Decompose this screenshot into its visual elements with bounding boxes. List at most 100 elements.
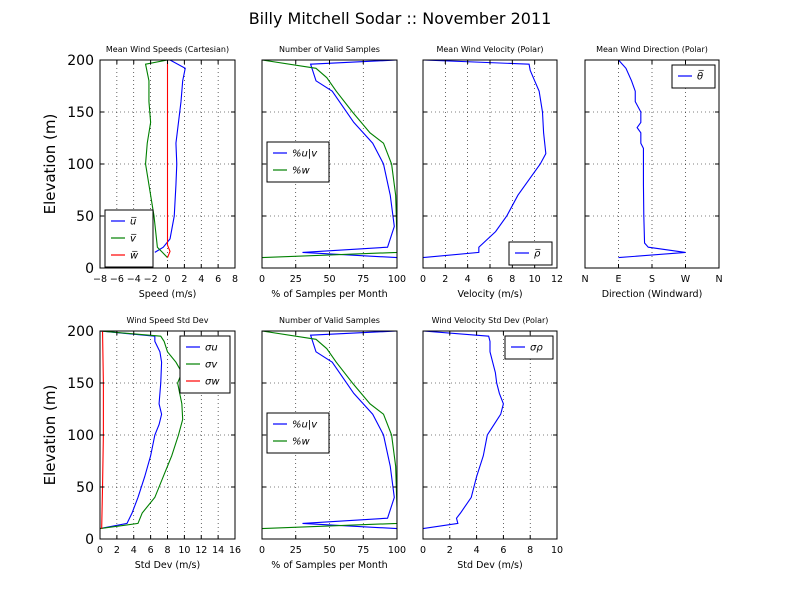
series-line-1 — [100, 331, 163, 530]
series-group — [262, 60, 397, 259]
x-tick-label: 4 — [474, 545, 480, 556]
x-tick-label: 4 — [131, 545, 137, 556]
x-tick-label: 0 — [97, 545, 103, 556]
y-tick-label: 50 — [76, 209, 94, 225]
x-tick-label: 0 — [259, 274, 265, 285]
series-line-2 — [100, 331, 184, 530]
y-tick-label: 200 — [67, 324, 94, 340]
x-tick-label: −6 — [110, 274, 124, 285]
x-axis-label: Velocity (m/s) — [457, 289, 522, 300]
x-tick-label: 25 — [290, 545, 302, 556]
x-tick-label: 8 — [509, 274, 515, 285]
legend-label: ρ̅ — [534, 249, 541, 260]
x-tick-label: N — [581, 274, 588, 285]
legend-box — [266, 141, 330, 183]
series-line-1 — [302, 331, 397, 530]
x-tick-label: −2 — [144, 274, 158, 285]
x-tick-label: 50 — [323, 545, 335, 556]
x-tick-label: 100 — [388, 545, 406, 556]
series-group — [423, 60, 547, 259]
legend-box — [504, 335, 554, 360]
legend-label: %w — [292, 437, 311, 448]
series-line-3 — [166, 60, 171, 258]
x-tick-label: 8 — [164, 545, 170, 556]
y-tick-label: 0 — [85, 532, 94, 548]
x-tick-label: N — [715, 274, 722, 285]
series-line-2 — [262, 331, 397, 530]
chart-title: Number of Valid Samples — [279, 45, 380, 54]
legend: u̅ v̅ w̅ — [104, 209, 154, 268]
x-tick-label: 12 — [551, 274, 563, 285]
series-line-1 — [154, 60, 186, 253]
x-tick-label: 6 — [148, 545, 154, 556]
x-tick-label: 12 — [195, 545, 207, 556]
legend-box — [671, 64, 716, 89]
x-tick-label: 8 — [232, 274, 238, 285]
y-tick-label: 100 — [67, 157, 94, 173]
legend-label: v̅ — [130, 234, 137, 245]
legend-label: σρ — [530, 343, 543, 354]
legend-label: σv — [205, 360, 218, 371]
x-axis-label: Std Dev (m/s) — [135, 560, 200, 571]
x-tick-label: 16 — [229, 545, 241, 556]
x-tick-label: W — [681, 274, 691, 285]
chart-panel-6: 0 25 50 75 100 Number of Valid Samples % of Sa… — [259, 316, 406, 571]
series-group — [144, 60, 186, 258]
chart-title: Mean Wind Velocity (Polar) — [436, 45, 543, 54]
chart-panel-4: N E S W N Mean Wind Direction (Polar) Directio… — [581, 45, 722, 300]
chart-panel-7: 0 2 4 6 8 10 Wind Velocity Std Dev (Polar) Std … — [420, 316, 563, 571]
x-tick-label: 0 — [259, 545, 265, 556]
x-tick-label: 8 — [527, 545, 533, 556]
series-line-1 — [618, 60, 686, 259]
x-tick-label: S — [649, 274, 655, 285]
x-tick-label: 2 — [442, 274, 448, 285]
legend: σρ — [504, 335, 554, 360]
series-line-2 — [262, 60, 397, 259]
chart-panel-2: 0 25 50 75 100 Number of Valid Samples % of Sa… — [259, 45, 406, 300]
y-axis-label: Elevation (m) — [41, 114, 59, 215]
x-tick-label: 6 — [500, 545, 506, 556]
legend: %u|v %w — [266, 141, 330, 183]
x-tick-label: 10 — [551, 545, 563, 556]
y-tick-label: 100 — [67, 428, 94, 444]
y-tick-label: 0 — [85, 261, 94, 277]
x-tick-label: 4 — [198, 274, 204, 285]
series-group — [262, 331, 397, 530]
y-tick-label: 150 — [67, 376, 94, 392]
series-line-1 — [302, 60, 397, 259]
legend: %u|v %w — [266, 412, 330, 454]
legend: σu σv σw — [179, 335, 231, 394]
legend-label: %u|v — [292, 149, 318, 160]
legend: θ̅ — [671, 64, 716, 89]
legend-label: σw — [205, 377, 220, 388]
x-tick-label: 25 — [290, 274, 302, 285]
x-tick-label: 0 — [164, 274, 170, 285]
y-axis-label: Elevation (m) — [41, 385, 59, 486]
x-tick-label: 6 — [487, 274, 493, 285]
x-tick-label: 10 — [178, 545, 190, 556]
chart-title: Wind Velocity Std Dev (Polar) — [432, 316, 549, 325]
y-tick-label: 150 — [67, 105, 94, 121]
legend-box — [266, 412, 330, 454]
legend-box — [508, 241, 553, 266]
x-tick-label: E — [615, 274, 621, 285]
legend-label: u̅ — [130, 217, 137, 228]
x-axis-label: % of Samples per Month — [271, 560, 387, 571]
chart-title: Mean Wind Direction (Polar) — [596, 45, 708, 54]
x-tick-label: 2 — [181, 274, 187, 285]
legend-label: %u|v — [292, 420, 318, 431]
chart-title: Mean Wind Speeds (Cartesian) — [106, 45, 229, 54]
y-tick-label: 200 — [67, 53, 94, 69]
x-tick-label: 0 — [420, 274, 426, 285]
legend: ρ̅ — [508, 241, 553, 266]
x-tick-label: 0 — [420, 545, 426, 556]
chart-title: Number of Valid Samples — [279, 316, 380, 325]
x-tick-label: −4 — [127, 274, 141, 285]
series-line-2 — [144, 60, 168, 258]
x-tick-label: 4 — [465, 274, 471, 285]
chart-title: Wind Speed Std Dev — [127, 316, 209, 325]
x-axis-label: Direction (Windward) — [602, 289, 703, 300]
